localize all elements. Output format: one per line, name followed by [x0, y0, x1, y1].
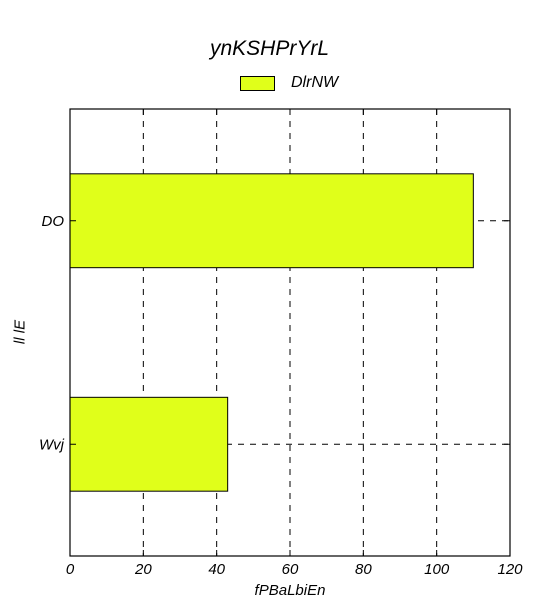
y-tick-label: Wvj [39, 436, 65, 453]
x-tick-label: 120 [497, 561, 523, 578]
x-tick-label: 0 [66, 561, 75, 578]
legend: DlrNW [240, 74, 338, 92]
x-tick-label: 40 [208, 561, 225, 578]
x-tick-label: 20 [134, 561, 152, 578]
legend-label: DlrNW [291, 74, 339, 91]
x-axis-label: fPBaLbiEn [254, 582, 326, 599]
chart-title: ynKSHPrYrL [209, 37, 330, 60]
legend-swatch [240, 75, 275, 91]
y-axis-label: ll lE [11, 319, 29, 345]
bar [69, 173, 474, 269]
x-tick-label: 100 [424, 561, 450, 578]
x-tick-label: 60 [282, 561, 299, 578]
y-tick-label: DO [42, 213, 65, 230]
bar [69, 396, 229, 492]
x-tick-label: 80 [355, 561, 372, 578]
